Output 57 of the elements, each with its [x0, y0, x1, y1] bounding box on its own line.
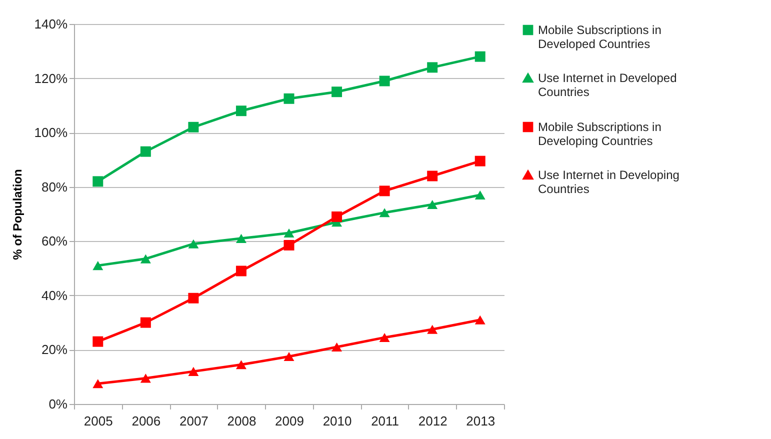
point [427, 62, 438, 73]
x-tick-label: 2005 [84, 414, 113, 428]
y-tick-label: 100% [34, 125, 68, 140]
x-tick-label: 2011 [371, 414, 400, 428]
point [140, 317, 151, 328]
point [284, 240, 294, 250]
x-tick-label: 2012 [418, 414, 448, 428]
point [92, 176, 104, 187]
legend-label: Mobile Subscriptions in Developed Countries [538, 23, 662, 51]
point [474, 156, 486, 166]
point [140, 254, 151, 264]
point [284, 352, 294, 362]
x-tick-label: 2010 [322, 414, 352, 428]
point [474, 315, 486, 324]
point [92, 379, 104, 388]
point [236, 234, 246, 243]
point [474, 51, 486, 62]
point [379, 76, 390, 86]
x-tick-label: 2013 [466, 414, 496, 428]
point [379, 208, 390, 218]
y-tick-label: 140% [34, 16, 68, 32]
point [188, 366, 199, 376]
point [379, 186, 390, 196]
point [188, 122, 199, 132]
x-tick-label: 2006 [132, 414, 161, 428]
y-tick-label: 0% [48, 396, 68, 412]
point [379, 332, 390, 342]
y-tick-label: 60% [41, 234, 68, 249]
y-axis-title: % of Population [10, 169, 24, 260]
point [427, 200, 438, 210]
legend-label: Use Internet in Developing Countries [538, 168, 680, 196]
x-tick-label: 2009 [275, 414, 304, 428]
y-tick-label: 40% [41, 288, 68, 303]
point [92, 261, 104, 270]
x-tick-label: 2008 [227, 414, 256, 428]
point [236, 360, 246, 370]
point [427, 170, 438, 182]
point [332, 211, 342, 222]
point [236, 106, 246, 116]
point [188, 292, 199, 304]
point [236, 266, 246, 276]
legend-label: Mobile Subscriptions in Developing Countries [538, 120, 662, 148]
point [188, 239, 199, 248]
point [140, 374, 151, 383]
point [140, 146, 151, 157]
y-tick-label: 80% [41, 179, 68, 194]
y-tick-label: 20% [41, 342, 68, 358]
point [92, 336, 104, 347]
point [427, 324, 438, 334]
point [332, 86, 342, 98]
point [284, 93, 294, 104]
legend-label: Use Internet in Developed Countries [538, 71, 677, 99]
point [284, 228, 294, 238]
x-tick-label: 2007 [179, 414, 208, 428]
point [474, 190, 486, 200]
point [332, 342, 342, 352]
y-tick-label: 120% [34, 70, 68, 86]
